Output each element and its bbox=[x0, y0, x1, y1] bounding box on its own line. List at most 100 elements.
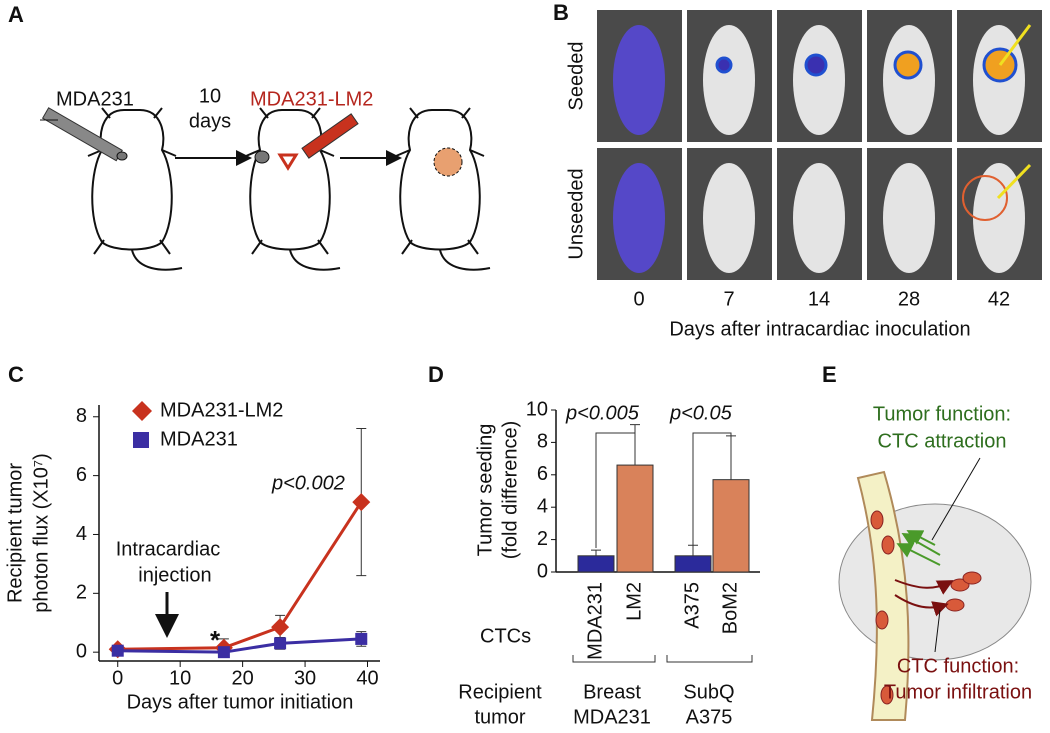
marker bbox=[217, 646, 230, 659]
axis-label: (fold difference) bbox=[499, 421, 521, 560]
error-bar bbox=[726, 435, 736, 480]
panel-label: C bbox=[8, 362, 24, 387]
legend-label: MDA231 bbox=[160, 428, 238, 450]
y-tick-label: 8 bbox=[76, 405, 87, 427]
cell bbox=[962, 571, 982, 585]
cell bbox=[880, 685, 894, 705]
group-label: SubQ bbox=[683, 681, 734, 703]
pointer bbox=[931, 457, 981, 541]
column-label: 28 bbox=[898, 288, 920, 310]
legend-marker bbox=[132, 401, 152, 421]
tumor bbox=[254, 150, 270, 164]
panel-label: A bbox=[8, 2, 24, 27]
y-tick-label: 6 bbox=[537, 463, 548, 485]
annotation: injection bbox=[138, 564, 211, 586]
mouse-image bbox=[973, 163, 1025, 273]
group-label: Breast bbox=[583, 681, 641, 703]
cell bbox=[945, 598, 965, 612]
group-label: MDA231 bbox=[573, 706, 651, 728]
y-tick-label: 6 bbox=[76, 464, 87, 486]
row-label: CTCs bbox=[480, 625, 531, 647]
panel-e: Tumor function: CTC attraction CTC funct… bbox=[838, 403, 1032, 721]
legend-label: MDA231-LM2 bbox=[160, 399, 283, 421]
panel-d-notes: p<0.005 p<0.05 CTCs Recipient tumor Brea… bbox=[458, 402, 753, 728]
error-bar bbox=[688, 544, 698, 556]
mouse-image bbox=[883, 163, 935, 273]
marker bbox=[111, 644, 124, 657]
label: days bbox=[189, 110, 231, 132]
mouse-image bbox=[613, 25, 665, 135]
x-tick-label: 30 bbox=[294, 667, 316, 689]
annotation: p<0.005 bbox=[565, 402, 640, 424]
vessel bbox=[856, 470, 910, 721]
legend-marker bbox=[133, 432, 149, 448]
arrow bbox=[998, 24, 1032, 66]
axis-label: Recipient tumor bbox=[4, 463, 26, 603]
annotation: * bbox=[210, 625, 221, 655]
panel-label: E bbox=[822, 362, 837, 387]
y-tick-label: 4 bbox=[76, 523, 87, 545]
x-tick-label: LM2 bbox=[623, 582, 645, 621]
panel-label: D bbox=[428, 362, 444, 387]
arrow bbox=[906, 530, 936, 546]
mouse-image bbox=[793, 163, 845, 273]
row-label: Recipient bbox=[458, 681, 542, 703]
label: MDA231 bbox=[56, 88, 134, 110]
cell bbox=[881, 535, 895, 555]
axis-label: photon flux (X10⁷) bbox=[30, 453, 52, 613]
panel-c-notes: Intracardiac injection * p<0.002 bbox=[116, 472, 345, 655]
mouse-image bbox=[793, 25, 845, 135]
column-label: 7 bbox=[723, 288, 734, 310]
error-bar bbox=[591, 549, 601, 556]
annotation: Tumor infiltration bbox=[884, 681, 1032, 703]
y-tick-label: 8 bbox=[537, 431, 548, 453]
annotation: Tumor function: bbox=[873, 403, 1011, 425]
axis-label: Tumor seeding bbox=[474, 424, 496, 557]
mouse-image bbox=[883, 25, 935, 135]
label: 10 bbox=[199, 85, 221, 107]
panel-a: MDA231 10 days MDA231-LM2 bbox=[40, 85, 491, 271]
column-label: 0 bbox=[633, 288, 644, 310]
axis-label: Days after tumor initiation bbox=[127, 691, 354, 713]
marker bbox=[274, 637, 287, 650]
x-tick-label: 20 bbox=[231, 667, 253, 689]
signal bbox=[804, 53, 828, 77]
tumor bbox=[116, 151, 128, 161]
axis-label: Days after intracardiac inoculation bbox=[669, 318, 970, 340]
cell bbox=[870, 510, 884, 530]
marker bbox=[271, 618, 290, 637]
group-bracket bbox=[572, 655, 753, 663]
bar bbox=[577, 555, 615, 573]
x-tick-label: A375 bbox=[681, 582, 703, 629]
cell bbox=[875, 610, 889, 630]
y-tick-label: 4 bbox=[537, 495, 548, 517]
x-tick-label: BoM2 bbox=[719, 582, 741, 634]
annotation: Intracardiac bbox=[116, 538, 221, 560]
signal bbox=[715, 56, 733, 74]
error-bar bbox=[630, 424, 640, 466]
column-label: 14 bbox=[808, 288, 830, 310]
label: MDA231-LM2 bbox=[250, 88, 373, 110]
arrow bbox=[894, 594, 949, 617]
x-tick-label: 10 bbox=[169, 667, 191, 689]
y-tick-label: 0 bbox=[76, 640, 87, 662]
column-label: 42 bbox=[988, 288, 1010, 310]
x-tick-label: 0 bbox=[112, 667, 123, 689]
y-tick-label: 0 bbox=[537, 560, 548, 582]
group-label: A375 bbox=[686, 706, 733, 728]
bar bbox=[674, 555, 712, 573]
arrow bbox=[894, 579, 954, 595]
bar bbox=[712, 479, 750, 573]
annotation: CTC attraction bbox=[878, 430, 1007, 452]
marker bbox=[355, 632, 368, 645]
x-tick-label: MDA231 bbox=[584, 582, 606, 660]
annotation: p<0.05 bbox=[669, 402, 733, 424]
line bbox=[117, 637, 362, 654]
marker bbox=[352, 493, 371, 512]
pointer bbox=[934, 609, 941, 653]
x-tick-label: 40 bbox=[356, 667, 378, 689]
row-label: tumor bbox=[474, 706, 525, 728]
y-tick-label: 10 bbox=[526, 398, 548, 420]
arrow bbox=[896, 543, 941, 566]
